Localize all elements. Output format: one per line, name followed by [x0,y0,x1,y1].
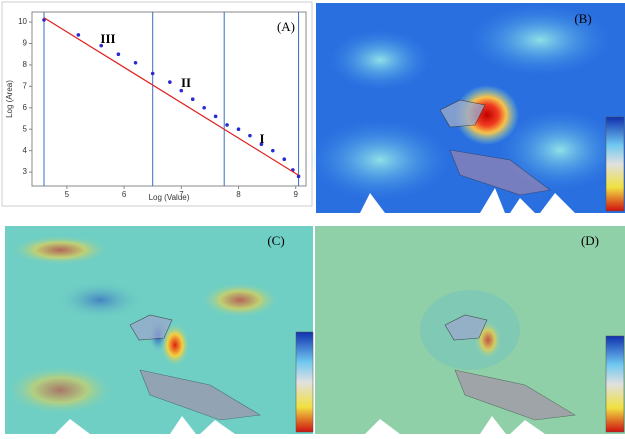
panel-d: (D) [315,226,625,434]
map-region [10,235,110,265]
point [225,123,229,127]
point [168,80,172,84]
y-tick-label: 8 [23,60,28,69]
point [282,157,286,161]
panel-b: (B) [310,3,625,213]
y-tick-label: 4 [23,146,28,155]
annotation: III [100,31,115,46]
map-region [200,282,280,318]
y-axis-label: Log (Area) [5,80,14,118]
panel-label: (B) [574,11,591,26]
panel-label: (D) [581,233,599,248]
colorbar [296,332,313,432]
point [214,115,218,119]
panel-c: (C) [5,226,313,434]
point [237,127,241,131]
annotation: I [259,131,264,146]
map-region [330,30,430,90]
panel-a [2,2,312,206]
y-tick-label: 3 [23,167,28,176]
point [271,149,275,153]
x-tick-label: 8 [236,190,241,199]
point [191,97,195,101]
figure: (A) Log (Value) Log (Area) (B) (C) [0,0,625,434]
x-tick-label: 6 [122,190,127,199]
y-tick-label: 7 [23,81,28,90]
point [77,33,81,37]
point [151,72,155,76]
point [117,52,121,56]
page: (A) Log (Value) Log (Area) (B) (C) [0,0,625,434]
x-tick-label: 5 [65,190,70,199]
panel-label: (C) [267,233,284,248]
point [202,106,206,110]
colorbar [606,336,624,432]
point [134,61,138,65]
map-region [55,280,145,320]
y-tick-label: 10 [18,17,27,26]
panel-label: (A) [277,19,295,34]
x-tick-label: 7 [179,190,184,199]
y-tick-label: 9 [23,39,28,48]
map-region [5,365,115,415]
y-tick-label: 6 [23,103,28,112]
annotation: II [181,75,191,90]
point [248,134,252,138]
y-tick-label: 5 [23,124,28,133]
colorbar [606,117,624,211]
x-tick-label: 9 [293,190,298,199]
map-region [310,120,450,200]
x-axis-label: Log (Value) [149,193,190,202]
